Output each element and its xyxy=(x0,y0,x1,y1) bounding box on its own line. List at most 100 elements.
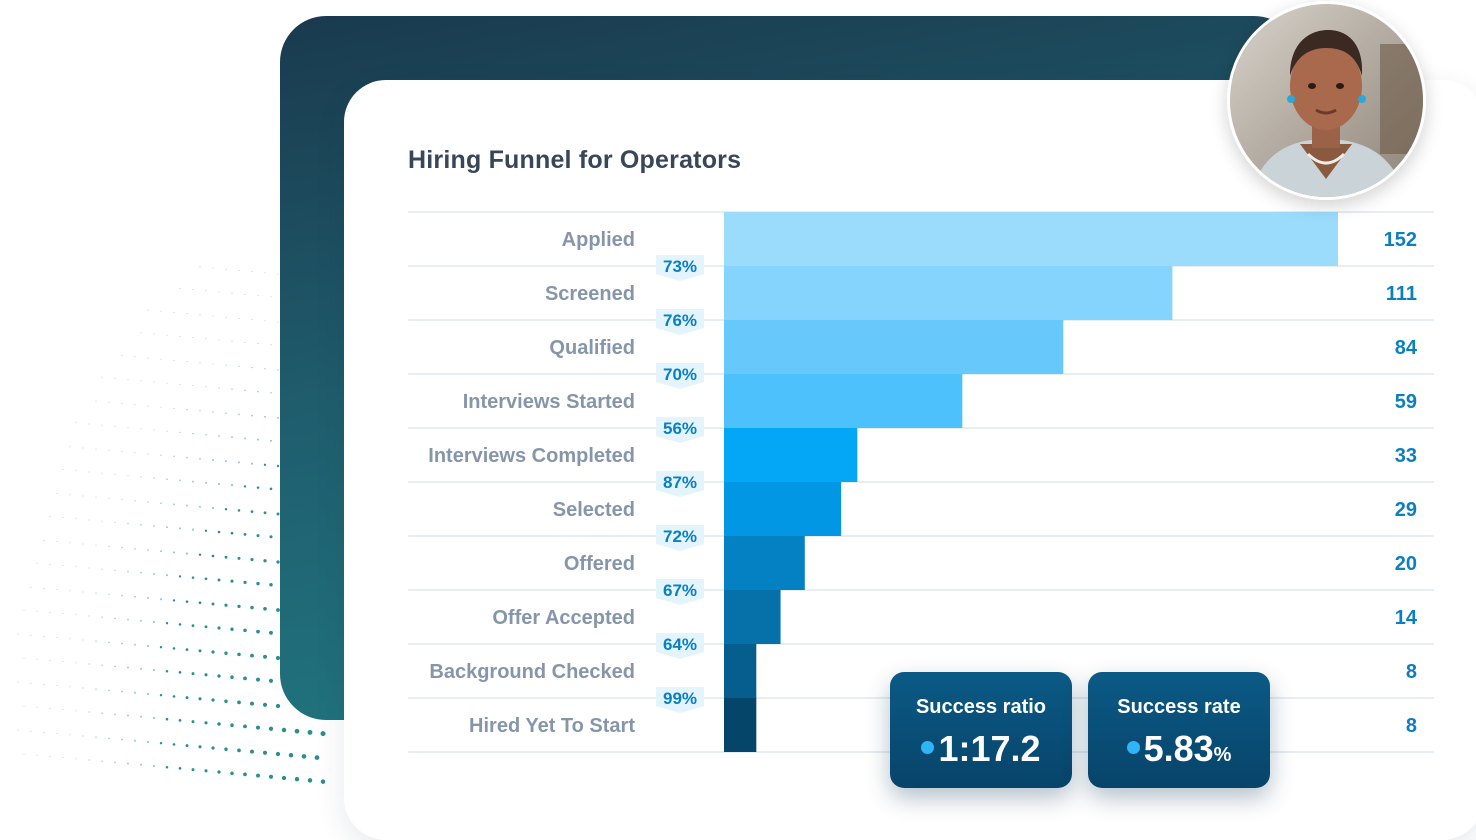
decor-dot xyxy=(307,729,313,735)
decor-dot xyxy=(237,748,241,753)
decor-dot xyxy=(191,528,195,531)
decor-dot xyxy=(127,427,129,429)
decor-dot xyxy=(114,377,116,379)
decor-dot xyxy=(243,628,247,633)
decor-dot xyxy=(82,495,84,497)
decor-dot xyxy=(243,676,247,681)
decor-dot xyxy=(238,269,240,271)
decor-dot xyxy=(147,357,149,359)
conversion-badge xyxy=(656,417,704,443)
decor-dot xyxy=(270,391,272,394)
decor-dot xyxy=(139,667,143,670)
decor-dot xyxy=(88,663,90,665)
bullet-dot-icon xyxy=(1126,740,1140,754)
decor-dot xyxy=(140,332,142,334)
decor-dot xyxy=(147,453,149,455)
decor-dot xyxy=(185,648,189,651)
decor-dot xyxy=(134,452,136,454)
decor-dot xyxy=(165,717,169,721)
decor-dot xyxy=(160,550,162,553)
decor-dot xyxy=(231,436,233,439)
decor-dot xyxy=(251,414,253,417)
decor-dot xyxy=(127,522,129,525)
decor-dot xyxy=(30,586,32,588)
funnel-bar xyxy=(724,212,1338,266)
decor-dot xyxy=(153,429,155,431)
funnel-bar xyxy=(724,266,1173,320)
decor-dot xyxy=(294,777,300,782)
funnel-bar xyxy=(724,644,757,698)
decor-dot xyxy=(153,477,155,479)
decor-dot xyxy=(49,707,51,709)
decor-dot xyxy=(17,729,19,731)
decor-dot xyxy=(114,521,116,523)
decor-dot xyxy=(218,435,220,437)
decor-dot xyxy=(178,719,182,722)
decor-dot xyxy=(281,775,287,781)
decor-dot xyxy=(173,311,175,313)
decor-dot xyxy=(152,716,156,720)
conversion-rate-label: 76% xyxy=(663,311,697,330)
decor-dot xyxy=(288,752,294,758)
decor-dot xyxy=(257,390,259,393)
decor-dot xyxy=(62,709,64,711)
decor-dot xyxy=(43,539,45,541)
decor-dot xyxy=(172,743,176,746)
decor-dot xyxy=(268,678,274,683)
decor-dot xyxy=(165,574,169,577)
decor-dot xyxy=(276,512,280,516)
decor-dot xyxy=(224,699,228,703)
conversion-rate-label: 72% xyxy=(663,527,697,546)
conversion-rate-label: 56% xyxy=(663,419,697,438)
decor-dot xyxy=(62,517,64,519)
decor-dot xyxy=(244,437,246,440)
decor-dot xyxy=(237,461,241,464)
decor-dot xyxy=(204,721,208,725)
decor-dot xyxy=(166,526,168,529)
decor-dot xyxy=(133,739,137,742)
category-label: Applied xyxy=(562,229,635,251)
decor-dot xyxy=(173,455,175,458)
decor-dot xyxy=(179,287,181,289)
value-label: 20 xyxy=(1395,553,1417,575)
decor-dot xyxy=(160,358,162,360)
decor-dot xyxy=(165,669,169,673)
success-rate-value: 5.83 xyxy=(1143,728,1214,769)
conversion-rate-label: 99% xyxy=(663,689,697,708)
decor-dot xyxy=(191,624,195,627)
decor-dot xyxy=(114,713,116,716)
decor-dot xyxy=(231,292,233,294)
decor-dot xyxy=(159,598,163,601)
decor-dot xyxy=(231,388,233,390)
decor-dot xyxy=(62,469,64,471)
decor-dot xyxy=(198,697,202,701)
decor-dot xyxy=(178,623,182,626)
decor-dot xyxy=(178,527,182,530)
conversion-badge xyxy=(656,309,704,335)
decor-dot xyxy=(276,608,280,612)
decor-dot xyxy=(140,428,142,430)
decor-dot xyxy=(95,592,97,594)
decor-dot xyxy=(82,591,84,593)
funnel-bar xyxy=(724,482,842,536)
decor-dot xyxy=(244,389,246,392)
decor-dot xyxy=(186,504,188,507)
decor-dot xyxy=(173,503,175,506)
decor-dot xyxy=(152,620,156,624)
decor-dot xyxy=(275,751,281,757)
decor-dot xyxy=(250,749,254,754)
decor-dot xyxy=(238,317,240,319)
decor-dot xyxy=(153,333,155,335)
decor-dot xyxy=(166,382,168,384)
decor-dot xyxy=(192,289,194,291)
decor-dot xyxy=(199,410,201,412)
decor-dot xyxy=(172,647,176,650)
decor-dot xyxy=(108,641,110,644)
success-rate-unit: % xyxy=(1213,744,1232,766)
decor-dot xyxy=(198,601,202,605)
decor-dot xyxy=(178,575,182,578)
decor-dot xyxy=(263,463,267,466)
decor-dot xyxy=(268,774,274,779)
decor-dot xyxy=(147,549,149,551)
decor-dot xyxy=(257,343,259,345)
